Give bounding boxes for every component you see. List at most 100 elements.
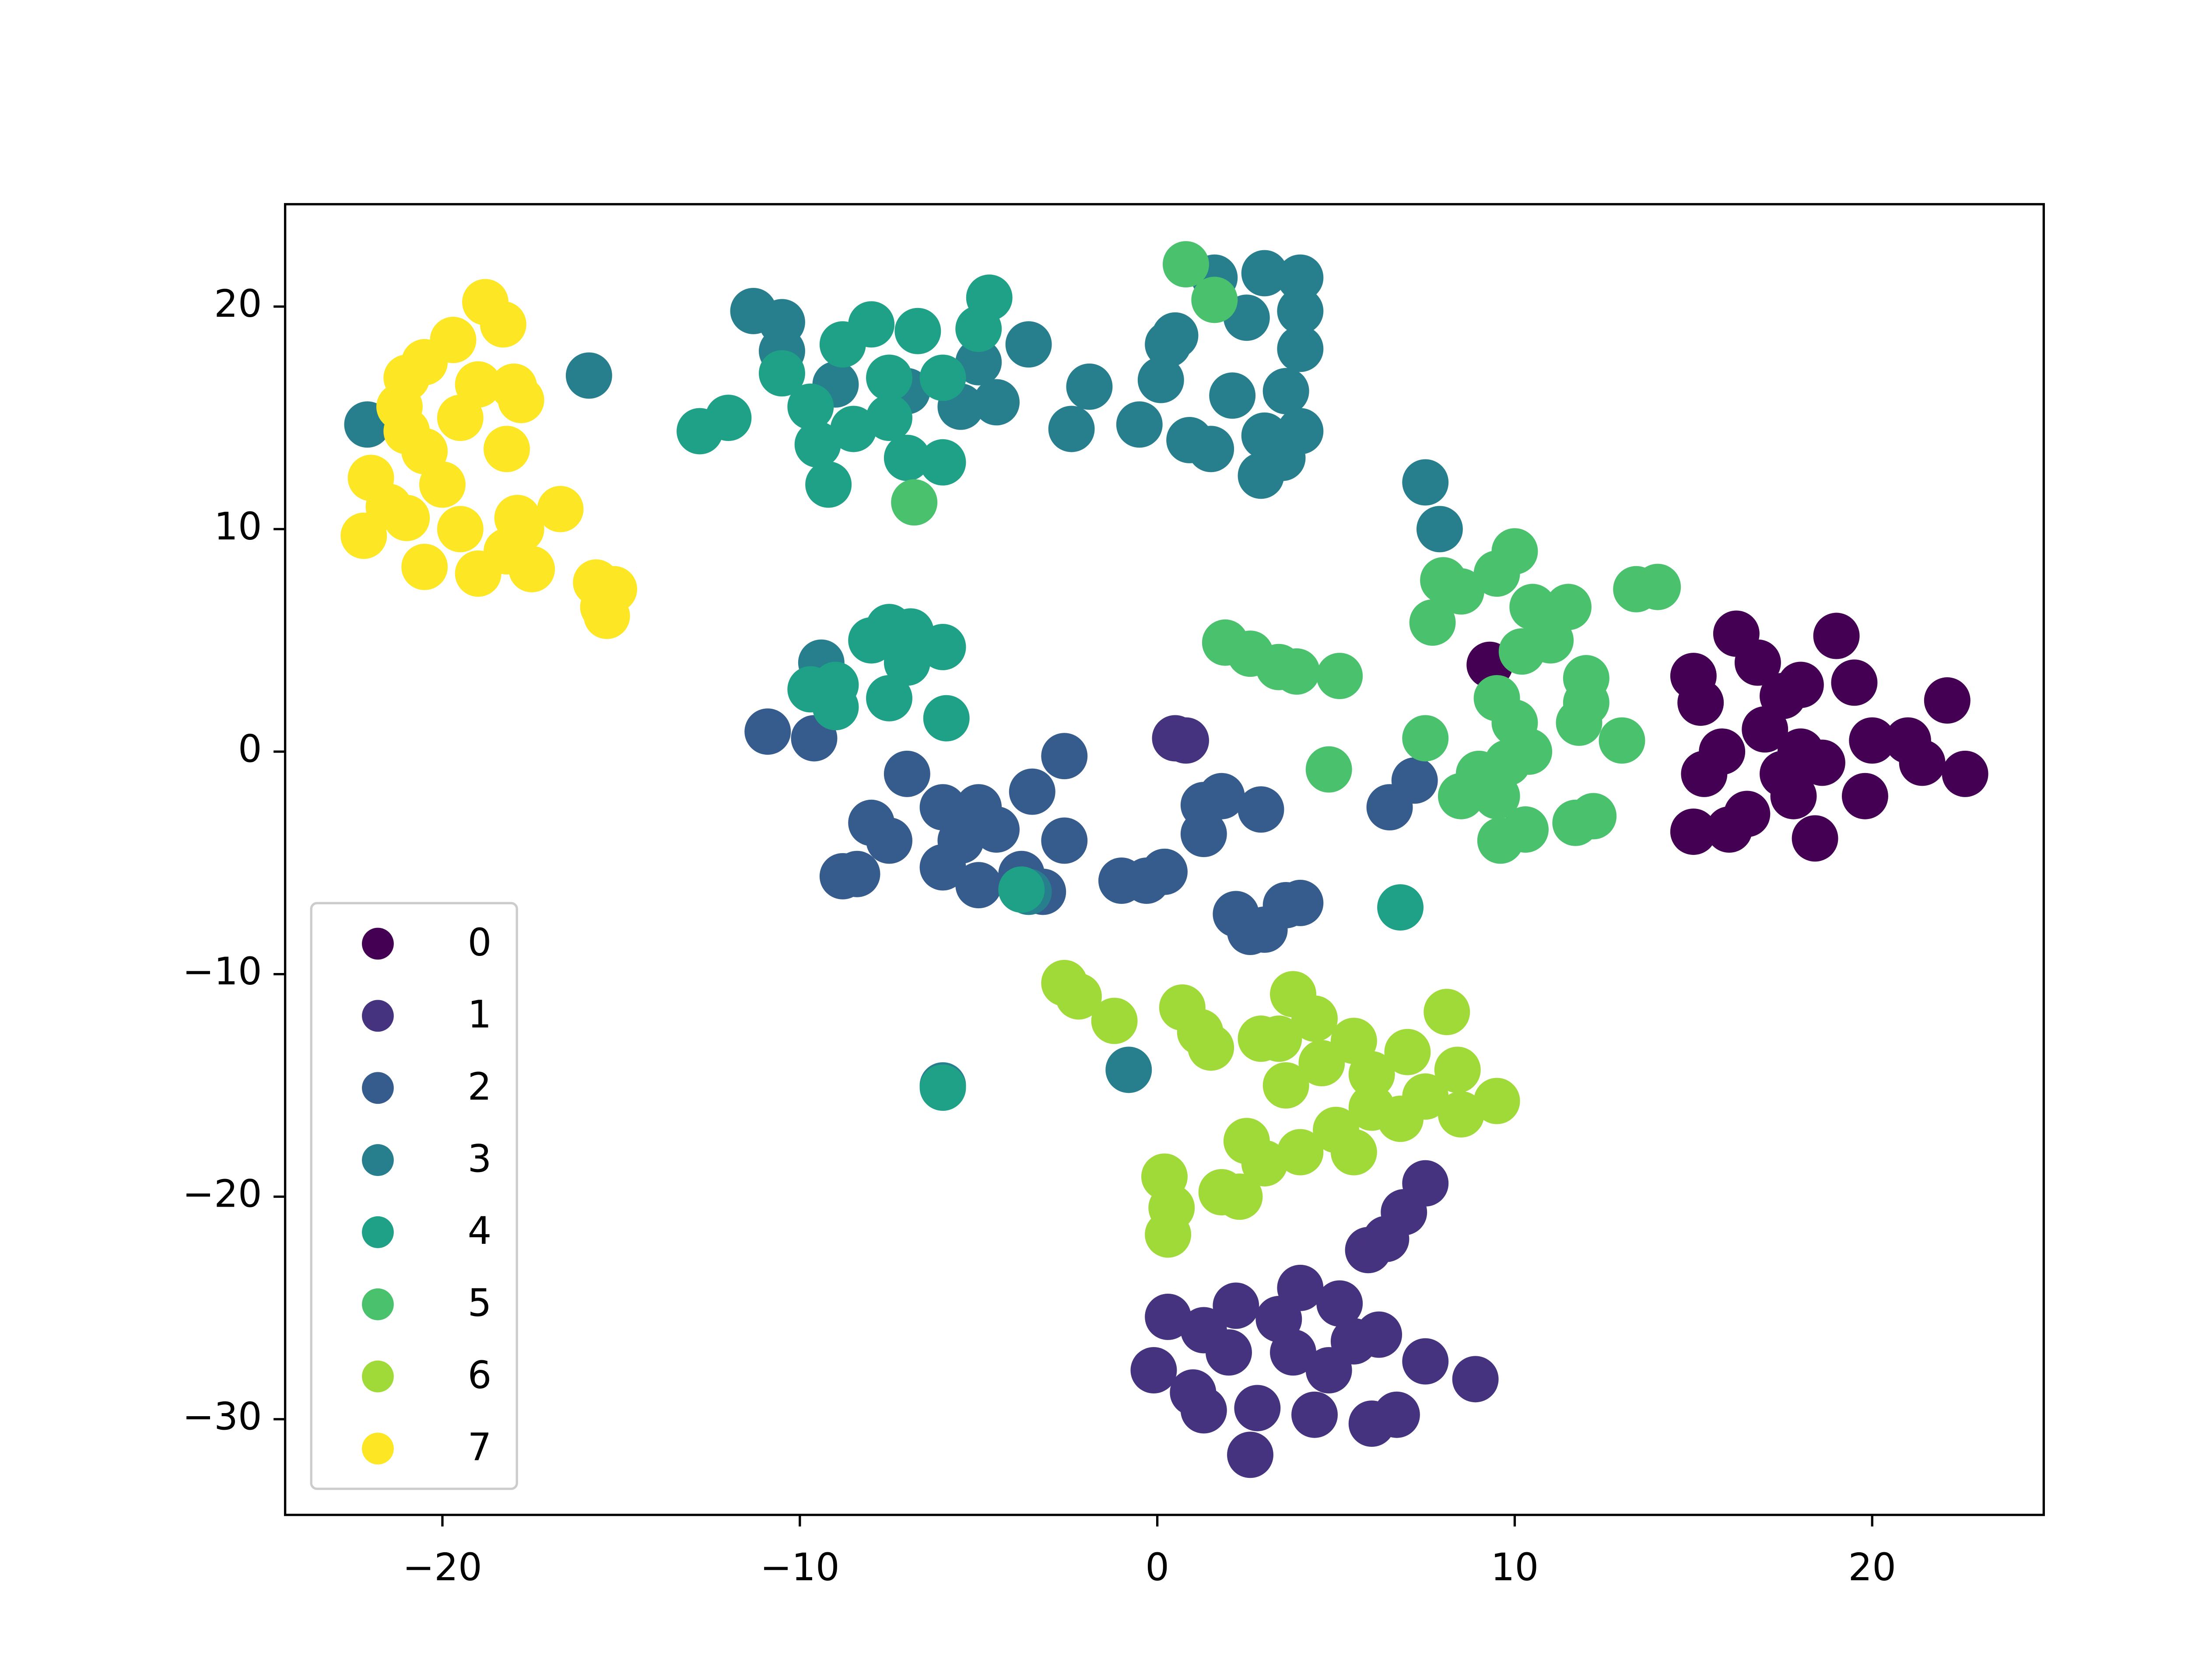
scatter-point — [1724, 791, 1771, 837]
scatter-point — [1416, 506, 1463, 553]
scatter-point — [998, 866, 1045, 913]
legend-marker — [362, 1000, 394, 1032]
scatter-point — [437, 506, 484, 553]
scatter-point — [1363, 1215, 1410, 1262]
scatter-point — [1434, 1046, 1481, 1093]
scatter-point — [1424, 989, 1470, 1036]
scatter-point — [919, 354, 966, 401]
scatter-point — [1777, 662, 1824, 708]
scatter-point — [1391, 757, 1438, 804]
scatter-point — [1009, 768, 1055, 815]
x-tick-label: −20 — [403, 1546, 482, 1589]
scatter-point — [383, 494, 430, 541]
scatter-point — [1238, 452, 1284, 499]
scatter-point — [919, 1064, 966, 1111]
scatter-point — [1491, 528, 1538, 575]
scatter-point — [484, 426, 530, 472]
x-tick-label: 0 — [1145, 1546, 1169, 1589]
scatter-point — [1223, 1118, 1270, 1165]
scatter-point — [340, 512, 387, 559]
legend-label: 6 — [468, 1354, 492, 1397]
scatter-point — [955, 339, 1002, 385]
scatter-point — [866, 817, 912, 864]
scatter-point — [1742, 706, 1788, 753]
scatter-point — [1298, 1040, 1345, 1087]
x-tick-label: −10 — [760, 1546, 840, 1589]
scatter-point — [1209, 372, 1256, 419]
scatter-point — [812, 662, 859, 708]
scatter-point — [1234, 1385, 1281, 1432]
scatter-point — [973, 806, 1020, 853]
scatter-point — [401, 543, 448, 590]
y-tick-label: 0 — [238, 727, 262, 771]
scatter-point — [494, 494, 541, 541]
scatter-point — [1316, 1280, 1363, 1327]
scatter-point — [1924, 677, 1971, 724]
scatter-point — [1402, 1338, 1449, 1385]
scatter-point — [1438, 773, 1484, 819]
scatter-point — [894, 308, 941, 354]
scatter-point — [1699, 728, 1746, 775]
scatter-point — [1277, 1129, 1324, 1176]
scatter-point — [866, 354, 912, 401]
scatter-point — [1055, 973, 1102, 1020]
scatter-point — [1255, 1015, 1302, 1062]
scatter-point — [455, 361, 501, 408]
scatter-point — [1130, 1347, 1177, 1393]
scatter-point — [1277, 1264, 1324, 1311]
scatter-point — [1409, 599, 1456, 646]
scatter-point — [1473, 1078, 1520, 1124]
scatter-point — [1599, 717, 1645, 764]
scatter-point — [1291, 1391, 1338, 1438]
scatter-point — [1473, 773, 1520, 819]
scatter-point — [1384, 1029, 1431, 1075]
scatter-point — [1348, 1051, 1395, 1098]
x-tick-label: 20 — [1848, 1546, 1897, 1589]
scatter-point — [1277, 408, 1324, 455]
y-tick-label: 20 — [214, 282, 262, 326]
scatter-point — [419, 461, 466, 508]
scatter-point — [1277, 254, 1324, 301]
scatter-point — [1438, 1091, 1484, 1138]
scatter-point — [1348, 1400, 1395, 1447]
plot-area — [340, 241, 1988, 1478]
scatter-point — [1041, 817, 1088, 864]
legend-label: 3 — [468, 1137, 492, 1181]
legend-box — [310, 902, 518, 1490]
scatter-point — [1145, 1211, 1192, 1258]
scatter-point — [973, 379, 1020, 426]
scatter-point — [923, 695, 970, 742]
scatter-point — [1262, 368, 1309, 414]
scatter-point — [1330, 1318, 1377, 1365]
scatter-point — [1170, 1369, 1217, 1416]
scatter-point — [1316, 653, 1363, 700]
scatter-point — [1116, 401, 1163, 448]
scatter-point — [1048, 406, 1095, 452]
scatter-point — [794, 421, 841, 468]
legend-label: 0 — [468, 921, 492, 965]
scatter-point — [1241, 250, 1288, 297]
scatter-point — [1438, 568, 1484, 615]
scatter-point — [1634, 564, 1681, 610]
scatter-point — [1005, 321, 1052, 368]
scatter-point — [848, 301, 895, 348]
scatter-point — [1377, 884, 1424, 931]
scatter-point — [1277, 287, 1324, 334]
legend-marker — [362, 1360, 394, 1393]
scatter-point — [1563, 655, 1609, 702]
scatter-point — [1163, 717, 1209, 764]
scatter-point — [1180, 811, 1227, 858]
scatter-point — [1813, 612, 1860, 659]
scatter-point — [1506, 728, 1553, 775]
scatter-point — [1452, 1356, 1499, 1403]
scatter-point — [1141, 848, 1188, 895]
scatter-point — [787, 383, 834, 430]
scatter-point — [1677, 679, 1724, 726]
scatter-point — [955, 862, 1002, 909]
scatter-point — [884, 434, 930, 481]
scatter-point — [480, 301, 526, 348]
scatter-point — [1402, 715, 1449, 762]
scatter-point — [1152, 312, 1199, 359]
scatter-point — [1291, 995, 1338, 1042]
